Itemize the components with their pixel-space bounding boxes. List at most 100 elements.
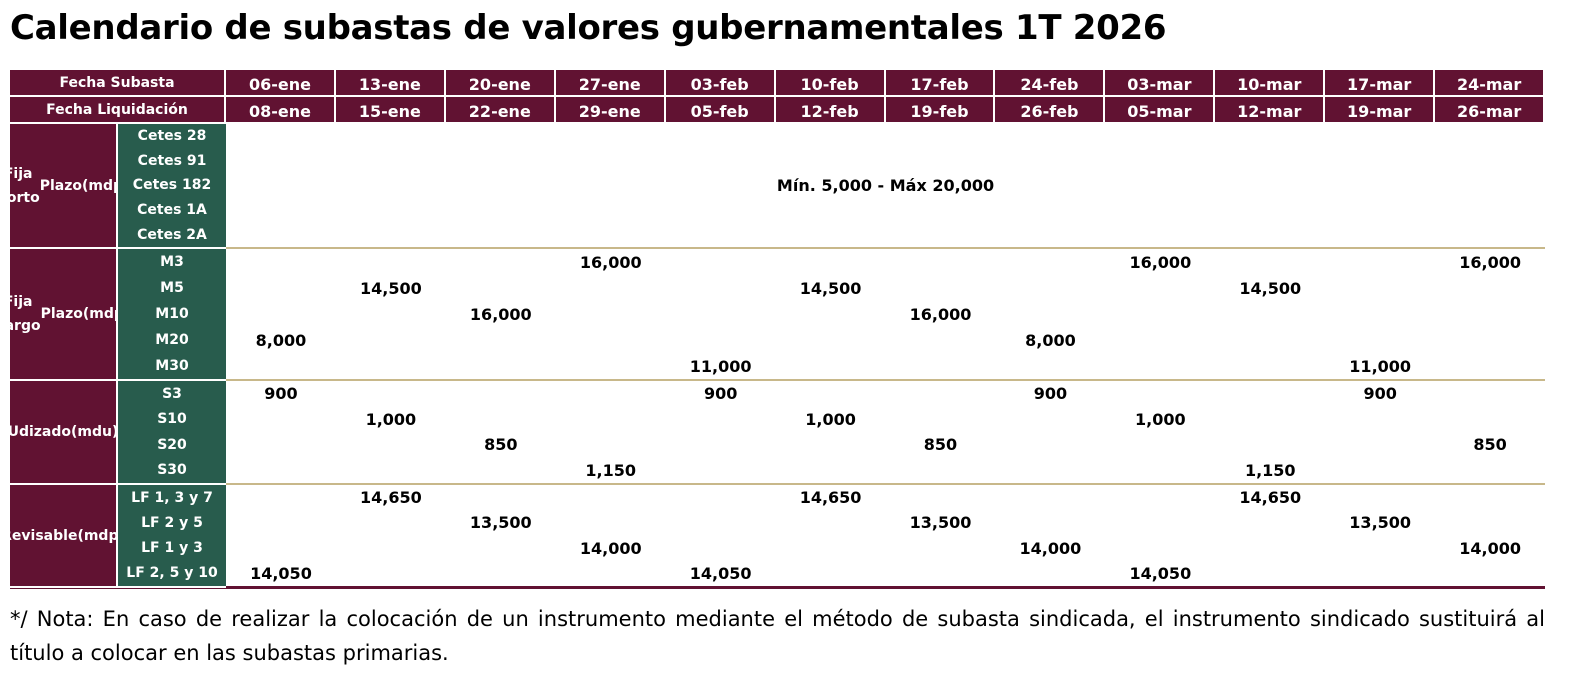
- amount-cell: [776, 249, 886, 275]
- amount-cell: [336, 327, 446, 353]
- instrument-name: S3: [162, 385, 182, 402]
- settlement-date: 26-mar: [1435, 97, 1546, 124]
- settlement-date: 19-feb: [885, 97, 996, 124]
- amount-cell: [995, 301, 1105, 327]
- section: Fija Largo Plazo (mdp) M3 M5 M10 M20 M30 16,000 1…: [0, 249, 1545, 381]
- section: Revisable (mdp) LF 1, 3 y 7 LF 2 y 5 LF 1 y …: [1, 485, 1545, 589]
- instrument-row: 1,000 1,000 1,000: [226, 407, 1545, 433]
- amount-cell: [1215, 353, 1325, 379]
- amount-cell: [886, 561, 996, 586]
- amount-cell: [995, 275, 1105, 301]
- amount-cell: [446, 353, 556, 379]
- settlement-date: 29-ene: [555, 97, 666, 124]
- amount-cell: [336, 432, 446, 458]
- instrument-row: 14,500 14,500 14,500: [226, 275, 1545, 301]
- amount-cell: [336, 458, 446, 484]
- amount-cell: 850: [484, 435, 518, 455]
- amount-cell: [995, 407, 1105, 433]
- settlement-date: 15-ene: [335, 97, 446, 124]
- amount-cell: 1,150: [1244, 460, 1296, 480]
- amount-cell: [336, 249, 446, 275]
- amount-cell: [886, 353, 996, 379]
- amount-cell: [886, 485, 996, 510]
- amount-cell: [226, 510, 336, 535]
- instrument-name: Cetes 182: [132, 177, 212, 194]
- amount-cell: [666, 301, 776, 327]
- amount-cell: [1105, 536, 1215, 561]
- amount-cell: 14,650: [799, 488, 862, 508]
- amount-cell: 16,000: [1129, 252, 1192, 272]
- group-label-line: Plazo: [40, 306, 83, 322]
- auction-calendar-table: Fecha Subasta 06-ene 13-ene 20-ene 27-ene 03-…: [0, 70, 1546, 589]
- amount-cell: 16,000: [579, 252, 642, 272]
- amount-cell: 13,500: [469, 513, 532, 533]
- amount-cell: [1435, 275, 1545, 301]
- amount-cell: [446, 561, 556, 586]
- instrument-row: 8,000 8,000: [226, 327, 1545, 353]
- amount-cell: [1325, 432, 1435, 458]
- auction-date: 03-mar: [1105, 70, 1216, 97]
- amount-cell: [1325, 561, 1435, 586]
- amount-grid: 14,650 14,650 14,650 13,500 13,500 13,500 14,0…: [226, 485, 1545, 586]
- amount-cell: 14,050: [250, 563, 312, 583]
- amount-cell: [666, 407, 776, 433]
- settlement-date-label: Fecha Liquidación: [10, 97, 226, 124]
- auction-date-label: Fecha Subasta: [10, 70, 226, 97]
- instrument-name: S10: [157, 411, 187, 428]
- amount-grid: 16,000 16,000 16,000 14,500 14,500 14,500 16,0…: [226, 249, 1545, 379]
- amount-cell: [1435, 561, 1545, 586]
- amount-cell: [1215, 327, 1325, 353]
- amount-cell: [1325, 458, 1435, 484]
- amount-cell: [995, 458, 1105, 484]
- amount-cell: [1435, 301, 1545, 327]
- amount-cell: 900: [1033, 384, 1068, 404]
- amount-cell: [666, 536, 776, 561]
- amount-cell: 13,500: [1349, 513, 1412, 533]
- amount-cell: [995, 561, 1105, 586]
- amount-cell: [995, 485, 1105, 510]
- group-label-line: (mdp): [77, 527, 125, 544]
- amount-cell: [666, 510, 776, 535]
- amount-cell: 16,000: [1459, 252, 1521, 272]
- amount-cell: 14,650: [1239, 488, 1302, 508]
- amount-cell: 14,500: [799, 278, 862, 298]
- group-label-line: Fija Largo: [0, 294, 41, 334]
- settlement-date-row: Fecha Liquidación 08-ene 15-ene 22-ene 29-en…: [10, 97, 1546, 124]
- settlement-date: 12-mar: [1215, 97, 1326, 124]
- amount-cell: 1,000: [805, 409, 856, 429]
- amount-cell: [1215, 407, 1325, 433]
- section: Udizado (mdu) S3 S10 S20 S30 900 900 900 900 1,000…: [8, 381, 1545, 485]
- instrument-name: LF 1, 3 y 7: [131, 489, 213, 506]
- amount-cell: [446, 249, 556, 275]
- amount-cell: 14,500: [360, 278, 422, 298]
- amount-cell: [776, 458, 886, 484]
- instrument-name: LF 2 y 5: [141, 514, 203, 531]
- auction-date: 24-feb: [995, 70, 1106, 97]
- auction-date-row: Fecha Subasta 06-ene 13-ene 20-ene 27-ene 03-…: [10, 70, 1546, 97]
- instrument-row: 850 850 850: [226, 432, 1545, 458]
- instrument-row: 14,050 14,050 14,050: [226, 561, 1545, 586]
- amount-cell: [1325, 485, 1435, 510]
- amount-cell: [1215, 249, 1325, 275]
- amount-cell: [336, 353, 446, 379]
- amount-cell: [1435, 510, 1545, 535]
- amount-cell: 13,500: [909, 513, 972, 533]
- group-label-line: (mdp): [81, 177, 130, 194]
- amount-range: Mín. 5,000 - Máx 20,000: [776, 176, 995, 195]
- instrument-row: 1,150 1,150: [226, 458, 1545, 484]
- instrument-name: S30: [157, 462, 187, 479]
- amount-cell: [556, 561, 666, 586]
- amount-cell: [995, 353, 1105, 379]
- amount-cell: [556, 485, 666, 510]
- auction-date: 10-mar: [1215, 70, 1326, 97]
- amount-cell: [336, 536, 446, 561]
- settlement-date: 26-feb: [995, 97, 1106, 124]
- instrument-name: M3: [160, 254, 184, 270]
- amount-cell: [1435, 381, 1545, 407]
- amount-cell: [556, 407, 666, 433]
- amount-cell: [556, 275, 666, 301]
- amount-cell: [886, 249, 996, 275]
- amount-cell: [1105, 353, 1215, 379]
- amount-cell: [446, 275, 556, 301]
- amount-cell: [556, 381, 666, 407]
